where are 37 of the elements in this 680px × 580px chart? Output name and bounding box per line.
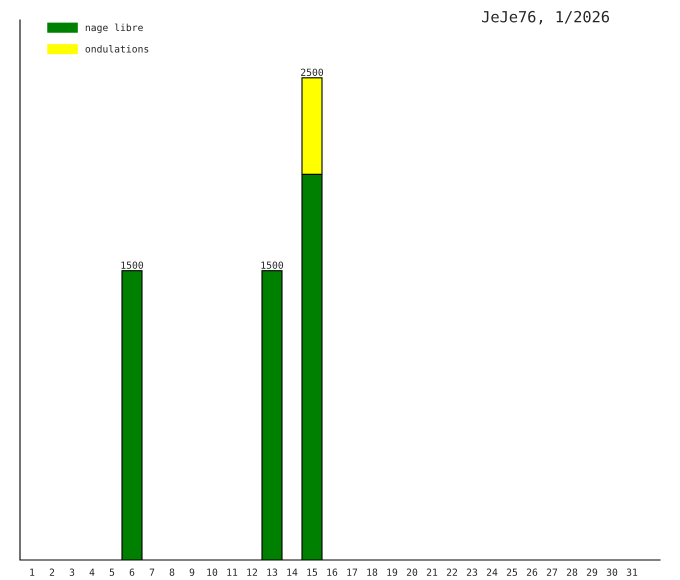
x-tick-label: 3 <box>70 568 74 576</box>
x-tick-label: 19 <box>387 568 398 576</box>
x-tick-label: 17 <box>347 568 358 576</box>
x-tick-label: 29 <box>586 568 598 576</box>
x-tick-label: 16 <box>327 568 338 576</box>
x-tick-label: 25 <box>506 568 518 576</box>
x-tick-label: 1 <box>30 568 34 576</box>
x-tick-label: 7 <box>150 568 154 576</box>
x-tick-label: 10 <box>207 568 218 576</box>
x-tick-label: 24 <box>486 568 498 576</box>
x-tick-label: 22 <box>446 568 458 576</box>
x-tick-label: 2 <box>50 568 54 576</box>
total-label: 2500 <box>301 68 324 76</box>
x-tick-label: 5 <box>110 568 114 576</box>
chart-title: JeJe76, 1/2026 <box>482 10 610 24</box>
x-tick-label: 9 <box>190 568 194 576</box>
x-tick-label: 30 <box>606 568 618 576</box>
x-tick-label: 11 <box>227 568 238 576</box>
x-tick-label: 15 <box>307 568 318 576</box>
x-tick-label: 23 <box>466 568 478 576</box>
x-tick-label: 21 <box>426 568 438 576</box>
x-tick-label: 8 <box>170 568 174 576</box>
x-tick-label: 28 <box>566 568 578 576</box>
x-tick-label: 20 <box>406 568 418 576</box>
x-tick-label: 18 <box>367 568 378 576</box>
data-label: 1500 <box>261 261 284 269</box>
x-tick-label: 12 <box>247 568 258 576</box>
x-tick-label: 27 <box>546 568 558 576</box>
x-tick-label: 14 <box>287 568 298 576</box>
data-label: 1500 <box>121 261 144 269</box>
x-tick-label: 13 <box>267 568 278 576</box>
x-tick-label: 6 <box>130 568 134 576</box>
x-tick-label: 31 <box>626 568 638 576</box>
x-tick-label: 4 <box>90 568 94 576</box>
legend-label: ondulations <box>86 45 148 53</box>
x-tick-label: 26 <box>526 568 538 576</box>
legend-label: nage libre <box>86 24 143 34</box>
